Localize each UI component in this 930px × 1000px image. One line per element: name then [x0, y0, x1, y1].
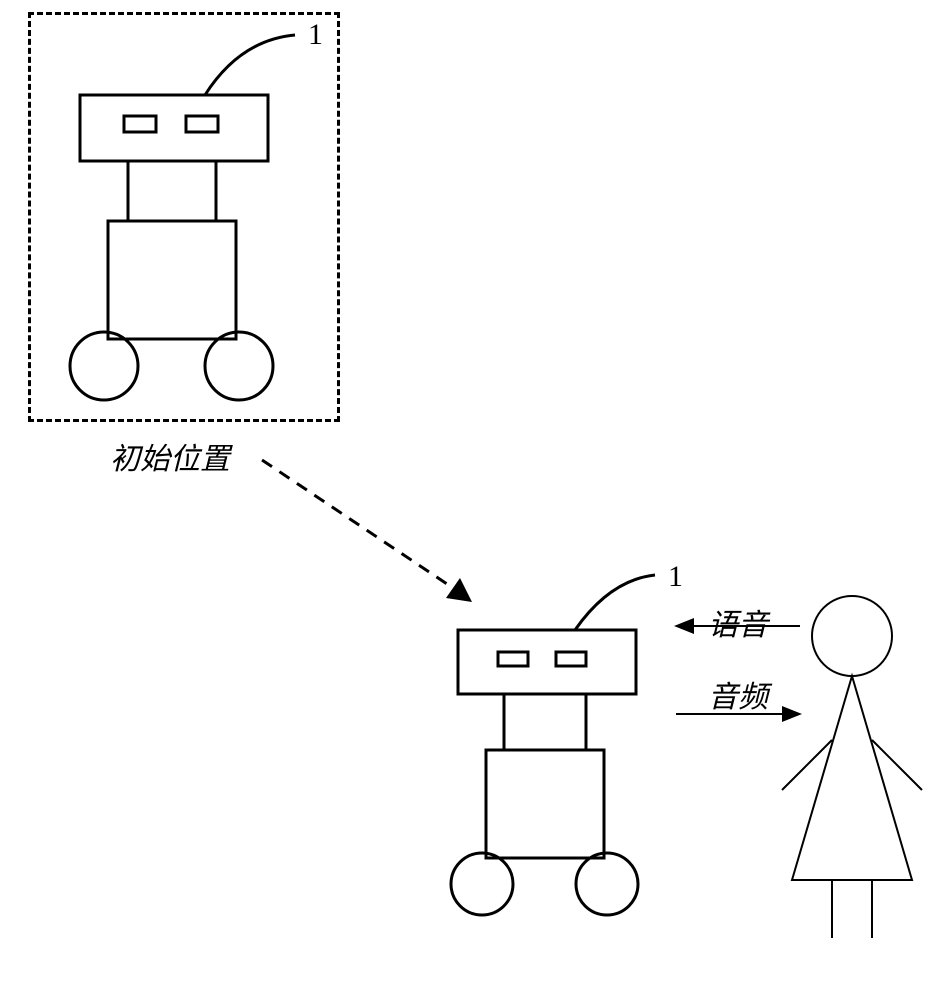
diagram-canvas: 初始位置 语音 音频 1 1	[0, 0, 930, 1000]
initial-position-label: 初始位置	[110, 434, 230, 478]
person-head-icon	[812, 596, 892, 676]
robot-eye-right-icon	[186, 116, 218, 132]
voice-label: 语音	[708, 600, 768, 644]
ref-number-top: 1	[308, 18, 323, 52]
person-arm-right	[872, 740, 922, 790]
person-dress-icon	[792, 676, 912, 880]
svg-layer	[0, 0, 930, 1000]
move-arrow	[262, 460, 472, 602]
robot-wheel-right-icon	[205, 332, 273, 400]
robot-head	[80, 95, 268, 161]
robot-bottom	[451, 575, 655, 915]
robot-body	[108, 221, 236, 339]
robot-wheel-left-icon	[451, 853, 513, 915]
robot-body	[486, 750, 604, 858]
robot-head	[458, 630, 636, 694]
robot-eye-left-icon	[124, 116, 156, 132]
robot-neck	[504, 694, 586, 750]
robot-eye-left-icon	[498, 652, 528, 666]
antenna-icon	[575, 575, 655, 630]
robot-top	[70, 35, 295, 400]
robot-wheel-right-icon	[576, 853, 638, 915]
audio-label: 音频	[708, 672, 768, 716]
robot-neck	[128, 161, 216, 221]
antenna-icon	[205, 35, 295, 95]
ref-number-bottom: 1	[668, 560, 683, 594]
person-arm-left	[782, 740, 832, 790]
robot-wheel-left-icon	[70, 332, 138, 400]
person-figure	[782, 596, 922, 938]
robot-eye-right-icon	[556, 652, 586, 666]
